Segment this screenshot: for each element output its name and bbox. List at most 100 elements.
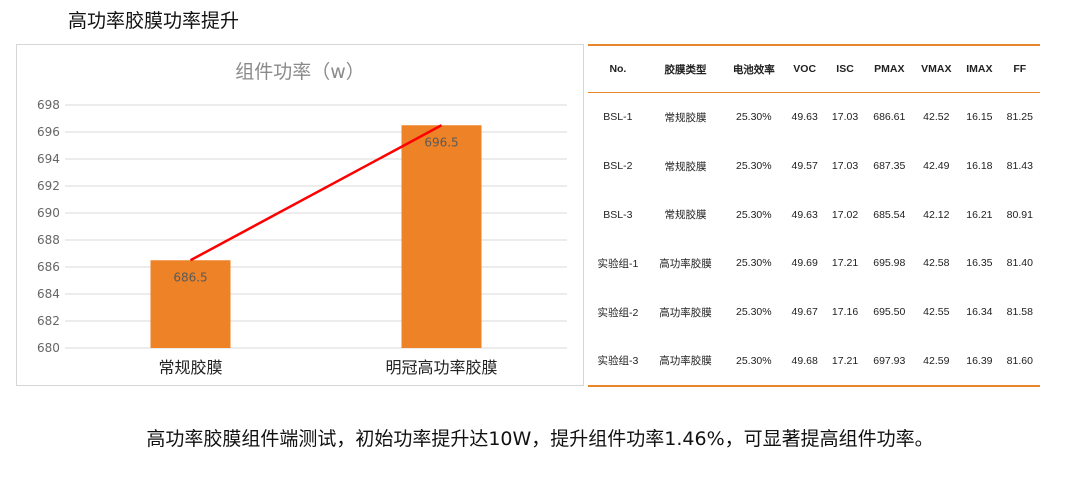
table-cell: 高功率胶膜 [647, 336, 724, 388]
table-cell: 42.59 [913, 336, 960, 388]
table-row: 实验组-1 高功率胶膜 25.30% 49.69 17.21 695.98 42.58 16.… [588, 239, 1040, 288]
table-cell: 49.63 [791, 208, 818, 221]
table-cell: 常规胶膜 [664, 160, 707, 173]
table-cell: BSL-2 [603, 160, 633, 173]
table-cell: 25.30% [736, 257, 772, 270]
table-cell: 81.43 [1006, 160, 1033, 173]
trend-line [189, 124, 443, 262]
table-header-cell: No. [588, 44, 648, 93]
gridlines [65, 104, 567, 349]
y-tick-label: 686 [37, 260, 60, 274]
table-cell: 695.50 [873, 306, 906, 319]
chart-title: 组件功率（w） [235, 61, 365, 83]
table-cell: 81.60 [999, 336, 1040, 388]
table-row: BSL-2 常规胶膜 25.30% 49.57 17.03 687.35 42.49 16.1… [588, 142, 1040, 191]
table-cell: 81.25 [1006, 111, 1033, 124]
table-cell: 697.93 [865, 336, 914, 388]
table-row: BSL-1 常规胶膜 25.30% 49.63 17.03 686.61 42.52 16.1… [588, 93, 1040, 142]
table-header-cell: 电池效率 [723, 44, 785, 93]
table-cell: 常规胶膜 [664, 209, 707, 222]
table-cell: 高功率胶膜 [659, 306, 712, 319]
table-cell: 16.21 [966, 208, 993, 221]
y-tick-label: 694 [37, 152, 60, 166]
power-chart: 组件功率（w） 680 682 684 686 688 690 692 694 696 698 6… [16, 44, 584, 386]
table-cell: 49.57 [791, 160, 818, 173]
table-cell: 687.35 [873, 160, 906, 173]
y-tick-label: 682 [37, 314, 60, 328]
table-cell: 常规胶膜 [664, 111, 707, 124]
data-labels: 686.5 696.5 [173, 135, 458, 284]
y-tick-label: 684 [37, 287, 60, 301]
conclusion-text: 高功率胶膜组件端测试，初始功率提升达10W，提升组件功率1.46%，可显著提高组… [146, 428, 934, 450]
bar [150, 260, 231, 348]
table-cell: 42.52 [923, 111, 950, 124]
y-tick-label: 680 [37, 341, 60, 355]
table-cell: 实验组-3 [588, 336, 648, 388]
trend-line-group [189, 124, 443, 262]
table-cell: 80.91 [1006, 208, 1033, 221]
table-cell: 686.61 [873, 111, 906, 124]
y-tick-labels: 680 682 684 686 688 690 692 694 696 698 [37, 98, 60, 355]
table-cell: 17.03 [831, 111, 859, 124]
table-cell: 49.67 [791, 306, 818, 319]
y-tick-label: 698 [37, 98, 60, 112]
bars [150, 125, 482, 348]
table-cell: 25.30% [736, 208, 772, 221]
table-cell: 695.98 [873, 257, 906, 270]
table-cell: 17.21 [831, 257, 859, 270]
table-cell: 17.03 [831, 160, 859, 173]
table-body: BSL-1 常规胶膜 25.30% 49.63 17.03 686.61 42.52 16.1… [588, 93, 1040, 388]
table-cell: 16.15 [966, 111, 993, 124]
data-label: 686.5 [173, 270, 207, 284]
table-cell: 16.35 [966, 257, 993, 270]
y-tick-label: 696 [37, 125, 60, 139]
table-header-cell: 胶膜类型 [647, 44, 724, 93]
table-cell: BSL-3 [603, 208, 633, 221]
x-category-label: 常规胶膜 [158, 358, 222, 377]
data-label: 696.5 [424, 135, 458, 149]
table-cell: 42.55 [923, 306, 950, 319]
table-header-cell: IMAX [959, 44, 1000, 93]
table-header-cell: FF [999, 44, 1040, 93]
table-cell: 685.54 [873, 208, 906, 221]
table-cell: 42.12 [923, 208, 950, 221]
table-cell: 16.39 [959, 336, 1000, 388]
table-cell: 49.68 [784, 336, 825, 388]
table-row: BSL-3 常规胶膜 25.30% 49.63 17.02 685.54 42.12 16.2… [588, 190, 1040, 239]
table-cell: BSL-1 [603, 111, 633, 124]
table-header-cell: VMAX [913, 44, 960, 93]
table-cell: 49.69 [791, 257, 818, 270]
table-cell: 高功率胶膜 [659, 257, 712, 270]
y-tick-label: 692 [37, 179, 60, 193]
table-cell: 42.58 [923, 257, 950, 270]
results-table: No. 胶膜类型 电池效率 VOC ISC PMAX VMAX IMAX FF BSL-1 常规胶… [588, 44, 1040, 388]
bar [401, 125, 482, 348]
table-cell: 81.40 [1006, 257, 1033, 270]
page-title: 高功率胶膜功率提升 [68, 10, 240, 32]
table-header-row: No. 胶膜类型 电池效率 VOC ISC PMAX VMAX IMAX FF [588, 44, 1040, 93]
table-cell: 17.21 [824, 336, 866, 388]
table-cell: 49.63 [791, 111, 818, 124]
table-cell: 25.30% [736, 111, 772, 124]
y-tick-label: 688 [37, 233, 60, 247]
table-cell: 81.58 [1006, 306, 1033, 319]
table-row: 实验组-3 高功率胶膜 25.30% 49.68 17.21 697.93 42.59 16.… [588, 336, 1040, 388]
table-cell: 16.34 [966, 306, 993, 319]
table-header-cell: ISC [824, 44, 866, 93]
table-cell: 17.02 [831, 208, 859, 221]
power-chart-svg: 组件功率（w） 680 682 684 686 688 690 692 694 696 698 6… [37, 61, 567, 377]
table-cell: 17.16 [831, 306, 859, 319]
table-row: 实验组-2 高功率胶膜 25.30% 49.67 17.16 695.50 42.55 16.… [588, 288, 1040, 337]
y-tick-label: 690 [37, 206, 60, 220]
table-cell: 25.30% [736, 306, 772, 319]
x-category-label: 明冠高功率胶膜 [385, 358, 497, 377]
table-cell: 25.30% [736, 160, 772, 173]
table-cell: 实验组-1 [597, 257, 639, 270]
table-header-cell: VOC [784, 44, 825, 93]
table-header-cell: PMAX [865, 44, 914, 93]
table-cell: 实验组-2 [597, 306, 639, 319]
table-cell: 25.30% [723, 336, 785, 388]
table-cell: 42.49 [923, 160, 950, 173]
table-cell: 16.18 [966, 160, 993, 173]
x-category-labels: 常规胶膜 明冠高功率胶膜 [158, 358, 497, 377]
